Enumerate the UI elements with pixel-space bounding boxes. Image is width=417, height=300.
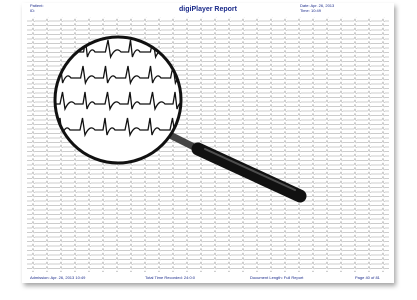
report-title: digiPlayer Report	[179, 6, 238, 13]
footer-text: Document Length: Full Report	[250, 275, 304, 280]
footer-text: Admission: Apr. 26, 2013 10:49	[30, 275, 86, 280]
page: Patient: ID: digiPlayer Report Date: Apr…	[0, 0, 417, 295]
header-right: Time: 10:49	[300, 8, 322, 13]
footer-text: Total Time Recorded: 24:0:0	[145, 275, 196, 280]
footer-text: Page 40 of 81	[355, 275, 381, 280]
header-left: ID:	[30, 8, 35, 13]
report-image: Patient: ID: digiPlayer Report Date: Apr…	[0, 0, 417, 295]
